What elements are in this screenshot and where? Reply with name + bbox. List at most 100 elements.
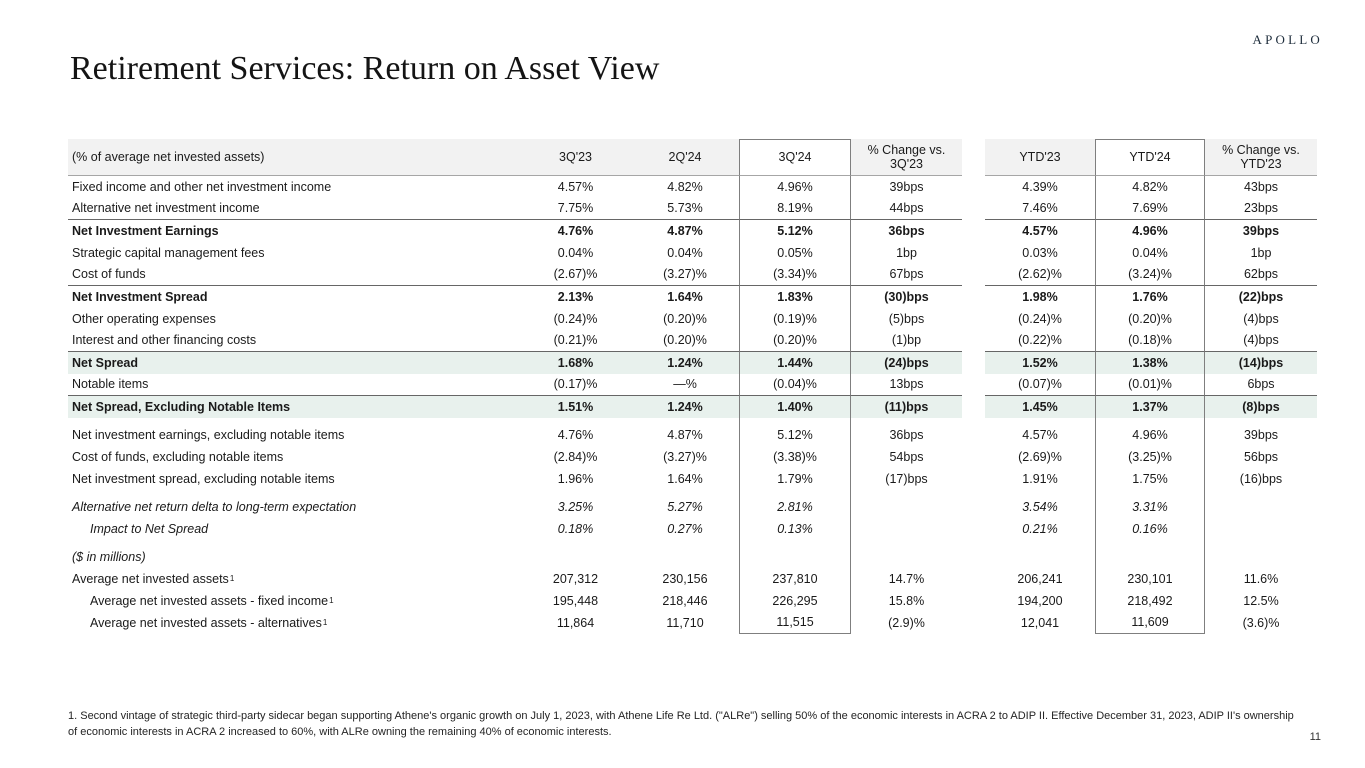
column-header-change-vs-ytd23: % Change vs. YTD'23 [1205,139,1317,176]
cell [520,546,631,568]
cell: (0.21)% [520,330,631,352]
table-row: Average net invested assets - fixed inco… [68,590,1317,612]
cell: 1.51% [520,396,631,418]
cell [739,546,851,568]
column-header-label: (% of average net invested assets) [68,139,520,176]
row-label: Cost of funds, excluding notable items [72,449,284,464]
cell: (2.84)% [553,449,598,464]
cell: 5.12% [739,220,851,242]
cell: 7.69% [1095,198,1205,220]
cell: (0.22)% [985,330,1095,352]
cell: 56bps [1243,449,1279,464]
cell: 1.52% [985,352,1095,374]
column-gap [962,220,985,242]
cell: (0.24)% [1018,311,1062,326]
column-header-3q24: 3Q'24 [739,139,851,176]
table-row: Alternative net return delta to long-ter… [68,496,1317,518]
cell: (4)bps [1205,330,1317,352]
cell: 4.82% [667,179,703,194]
column-gap [962,468,985,490]
cell: 1.45% [985,396,1095,418]
cell: 36bps [888,223,925,238]
cell: 0.27% [667,521,703,536]
cell: (14)bps [1205,352,1317,374]
cell: (2.9)% [888,615,925,630]
cell: (3.27)% [631,264,739,286]
cell: 0.03% [1022,245,1058,260]
row-label: Strategic capital management fees [72,245,265,260]
spacer-row [68,418,1317,424]
table-row: Alternative net investment income 7.75% 5.… [68,198,1317,220]
cell: 1.24% [631,352,739,374]
table-row: Impact to Net Spread 0.18% 0.27% 0.13% 0.21%… [68,518,1317,540]
cell: (3.6)% [1242,615,1280,630]
row-label: Alternative net return delta to long-ter… [72,499,357,514]
cell: 11,609 [1095,612,1205,634]
cell: (0.20)% [631,330,739,352]
cell: (1)bp [851,330,962,352]
cell: (0.01)% [1095,374,1205,396]
column-gap [962,198,985,220]
row-label: Net Spread [68,352,520,374]
cell: 4.87% [667,427,703,442]
cell: (0.04)% [739,374,851,396]
table-row: Net Spread, Excluding Notable Items 1.51%… [68,396,1317,418]
table-row: Other operating expenses (0.24)% (0.20)% (0… [68,308,1317,330]
cell: 195,448 [552,593,599,608]
cell: 1.98% [1022,289,1058,304]
cell: 5.27% [667,499,703,514]
cell: 39bps [889,179,924,194]
cell: (3.34)% [739,264,851,286]
cell [1095,490,1205,496]
cell: (0.17)% [520,374,631,396]
cell [739,418,851,424]
column-gap [962,590,985,612]
cell [1205,518,1317,540]
column-gap [962,264,985,286]
cell [739,490,851,496]
cell: 14.7% [888,571,925,586]
cell: 4.96% [1095,220,1205,242]
cell: 1.44% [739,352,851,374]
cell: 13bps [851,374,962,396]
column-gap [962,330,985,352]
cell [1095,540,1205,546]
cell: (8)bps [1205,396,1317,418]
cell: 226,295 [739,590,851,612]
cell: —% [631,374,739,396]
row-label: Net investment earnings, excluding notab… [72,427,345,442]
cell: 2.13% [557,289,594,304]
row-label: ($ in millions) [72,549,146,564]
cell: 44bps [851,198,962,220]
page-number: 11 [1309,731,1321,743]
table-row: Net Investment Spread 2.13% 1.64% 1.83% (30)… [68,286,1317,308]
column-gap [962,139,985,176]
cell [1095,546,1205,568]
page-title: Retirement Services: Return on Asset Vie… [70,50,660,87]
row-label: Average net invested assets - alternativ… [90,615,328,630]
cell: 230,101 [1095,568,1205,590]
cell: 0.16% [1095,518,1205,540]
footnote: 1. Second vintage of strategic third-par… [68,710,1294,738]
cell: (16)bps [1239,471,1283,486]
cell: 0.21% [1022,521,1058,536]
cell: 4.96% [739,176,851,198]
cell: (30)bps [884,289,929,304]
column-header-ytd23: YTD'23 [985,139,1095,176]
table-body: Fixed income and other net investment in… [68,176,1317,634]
cell: 1.96% [557,471,594,486]
table-row: Net investment spread, excluding notable… [68,468,1317,490]
cell: 11,710 [666,615,704,630]
table-row: Average net invested assets - alternativ… [68,612,1317,634]
cell: 7.46% [985,198,1095,220]
cell: 62bps [1205,264,1317,286]
cell: 4.76% [557,427,594,442]
column-gap [962,242,985,264]
cell: 1.68% [520,352,631,374]
column-header-ytd24: YTD'24 [1095,139,1205,176]
cell: 39bps [1243,427,1279,442]
spacer-row [68,540,1317,546]
cell: 12.5% [1243,593,1279,608]
cell: (3.24)% [1095,264,1205,286]
cell: 23bps [1205,198,1317,220]
